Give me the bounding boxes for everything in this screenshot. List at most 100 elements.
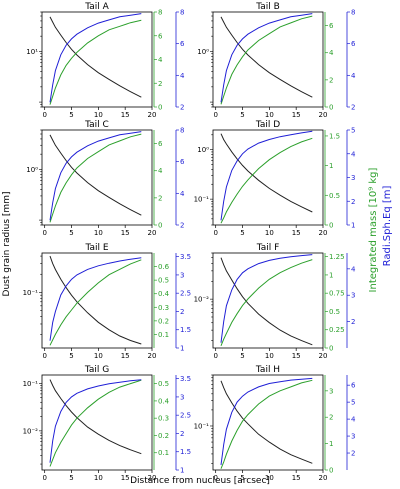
series-radius-sph-eq <box>49 379 142 463</box>
green-tick-label: 1.5 <box>329 132 340 140</box>
green-tick-label: 4 <box>158 56 163 64</box>
blue-tick-label: 6 <box>351 382 356 390</box>
x-tick-label: 15 <box>121 352 130 360</box>
y-axis-label-left: Dust grain radius [mm] <box>2 192 12 297</box>
green-tick-label: 0.1 <box>158 331 169 339</box>
green-tick-label: 6 <box>158 32 163 40</box>
green-tick-label: 0.3 <box>158 415 169 423</box>
series-grain-radius <box>49 134 142 216</box>
x-tick-label: 0 <box>42 229 46 237</box>
series-grain-radius <box>220 133 313 213</box>
y-tick-label: 10⁰ <box>197 48 209 56</box>
series-radius-sph-eq <box>49 13 142 103</box>
series-grain-radius <box>220 16 313 98</box>
panel-title: Tail H <box>255 365 280 375</box>
series-radius-sph-eq <box>220 377 313 465</box>
green-tick-label: 0.4 <box>158 290 170 298</box>
blue-tick-label: 4 <box>180 72 185 80</box>
green-tick-label: 0.5 <box>158 277 169 285</box>
panel-title: Tail B <box>255 2 280 12</box>
green-tick-label: 0 <box>158 222 162 230</box>
blue-tick-label: 2 <box>351 450 355 458</box>
x-tick-label: 10 <box>265 352 274 360</box>
green-tick-label: 1.25 <box>329 253 345 261</box>
panel-6: Tail F 0 5 10 15 20 10⁻² 0 0.25 0.5 0.75 1 1.25 2 3 4 <box>194 243 356 360</box>
blue-tick-label: 8 <box>180 9 184 17</box>
panel-title: Tail F <box>256 243 280 253</box>
blue-tick-label: 2 <box>351 198 355 206</box>
blue-tick-label: 3 <box>351 433 355 441</box>
panel-title: Tail C <box>84 120 109 130</box>
x-tick-label: 10 <box>94 352 103 360</box>
x-tick-label: 0 <box>213 229 217 237</box>
green-tick-label: 0 <box>158 104 162 112</box>
x-tick-label: 20 <box>319 474 328 482</box>
panel-title: Tail E <box>84 243 108 253</box>
blue-tick-label: 2 <box>351 104 355 112</box>
x-tick-label: 5 <box>69 229 73 237</box>
x-tick-label: 10 <box>265 111 274 119</box>
series-integrated-mass <box>49 259 142 346</box>
series-radius-sph-eq <box>49 257 142 341</box>
y-axis-label-blue: Radi.Sph.Eq [m] <box>382 186 393 267</box>
panel-2: Tail B 0 5 10 15 20 10⁰ 0 2 4 6 2 4 6 8 <box>197 2 356 119</box>
green-tick-label: 0 <box>329 104 333 112</box>
series-grain-radius <box>49 379 142 455</box>
blue-tick-label: 6 <box>351 40 356 48</box>
green-tick-label: 0 <box>329 222 333 230</box>
green-tick-label: 3 <box>329 387 333 395</box>
series-integrated-mass <box>49 379 142 467</box>
panel-1: Tail A 0 5 10 15 20 10¹ 0 2 4 6 8 2 4 6 8 <box>26 2 185 119</box>
green-tick-label: 0.5 <box>329 192 340 200</box>
blue-tick-label: 3.5 <box>180 375 191 383</box>
blue-tick-label: 2.5 <box>180 412 191 420</box>
series-integrated-mass <box>49 19 142 105</box>
plot-frame <box>41 252 153 349</box>
blue-tick-label: 1.5 <box>180 448 191 456</box>
green-tick-label: 0 <box>329 345 333 353</box>
x-tick-label: 5 <box>240 111 244 119</box>
y-tick-label: 10⁻¹ <box>194 196 210 204</box>
series-integrated-mass <box>220 15 313 105</box>
green-tick-label: 0.5 <box>329 308 340 316</box>
panel-title: Tail D <box>255 120 280 130</box>
x-tick-label: 20 <box>319 111 328 119</box>
x-tick-label: 15 <box>292 229 301 237</box>
blue-tick-label: 6 <box>180 40 185 48</box>
green-tick-label: 1 <box>329 440 333 448</box>
blue-tick-label: 8 <box>180 127 184 135</box>
x-tick-label: 20 <box>148 474 157 482</box>
y-tick-label: 10⁰ <box>26 166 38 174</box>
blue-tick-label: 2 <box>180 430 184 438</box>
y-tick-label: 10⁻² <box>194 296 210 304</box>
x-tick-label: 15 <box>121 111 130 119</box>
green-tick-label: 1 <box>329 162 333 170</box>
plot-frame <box>212 252 324 349</box>
series-integrated-mass <box>220 137 313 224</box>
y-tick-label: 10¹ <box>26 48 38 56</box>
blue-tick-label: 4 <box>351 150 356 158</box>
x-tick-label: 5 <box>69 352 73 360</box>
plot-frame <box>212 129 324 226</box>
x-tick-label: 10 <box>94 474 103 482</box>
series-integrated-mass <box>220 379 313 469</box>
blue-tick-label: 4 <box>180 190 185 198</box>
x-tick-label: 10 <box>94 229 103 237</box>
blue-tick-label: 1 <box>180 345 184 353</box>
series-radius-sph-eq <box>220 130 313 221</box>
panel-8: Tail H 0 5 10 15 20 10⁻¹ 0 1 2 3 2 3 4 5 6 <box>194 365 356 482</box>
series-radius-sph-eq <box>220 254 313 343</box>
x-axis-label: Distance from nucleus [arcsec] <box>130 476 270 486</box>
green-tick-label: 0.25 <box>329 326 345 334</box>
plot-frame <box>212 11 324 108</box>
x-tick-label: 20 <box>148 352 157 360</box>
blue-tick-label: 2 <box>180 104 184 112</box>
green-tick-label: 8 <box>158 9 162 17</box>
x-tick-label: 20 <box>148 229 157 237</box>
x-tick-label: 10 <box>265 474 274 482</box>
y-tick-label: 10⁻¹ <box>194 422 210 430</box>
panel-7: Tail G 0 5 10 15 20 10⁻¹ 10⁻² 0.1 0.2 0.3 0.4 0.5 1 1.… <box>23 365 192 482</box>
x-tick-label: 5 <box>240 474 244 482</box>
green-tick-label: 1 <box>329 271 333 279</box>
